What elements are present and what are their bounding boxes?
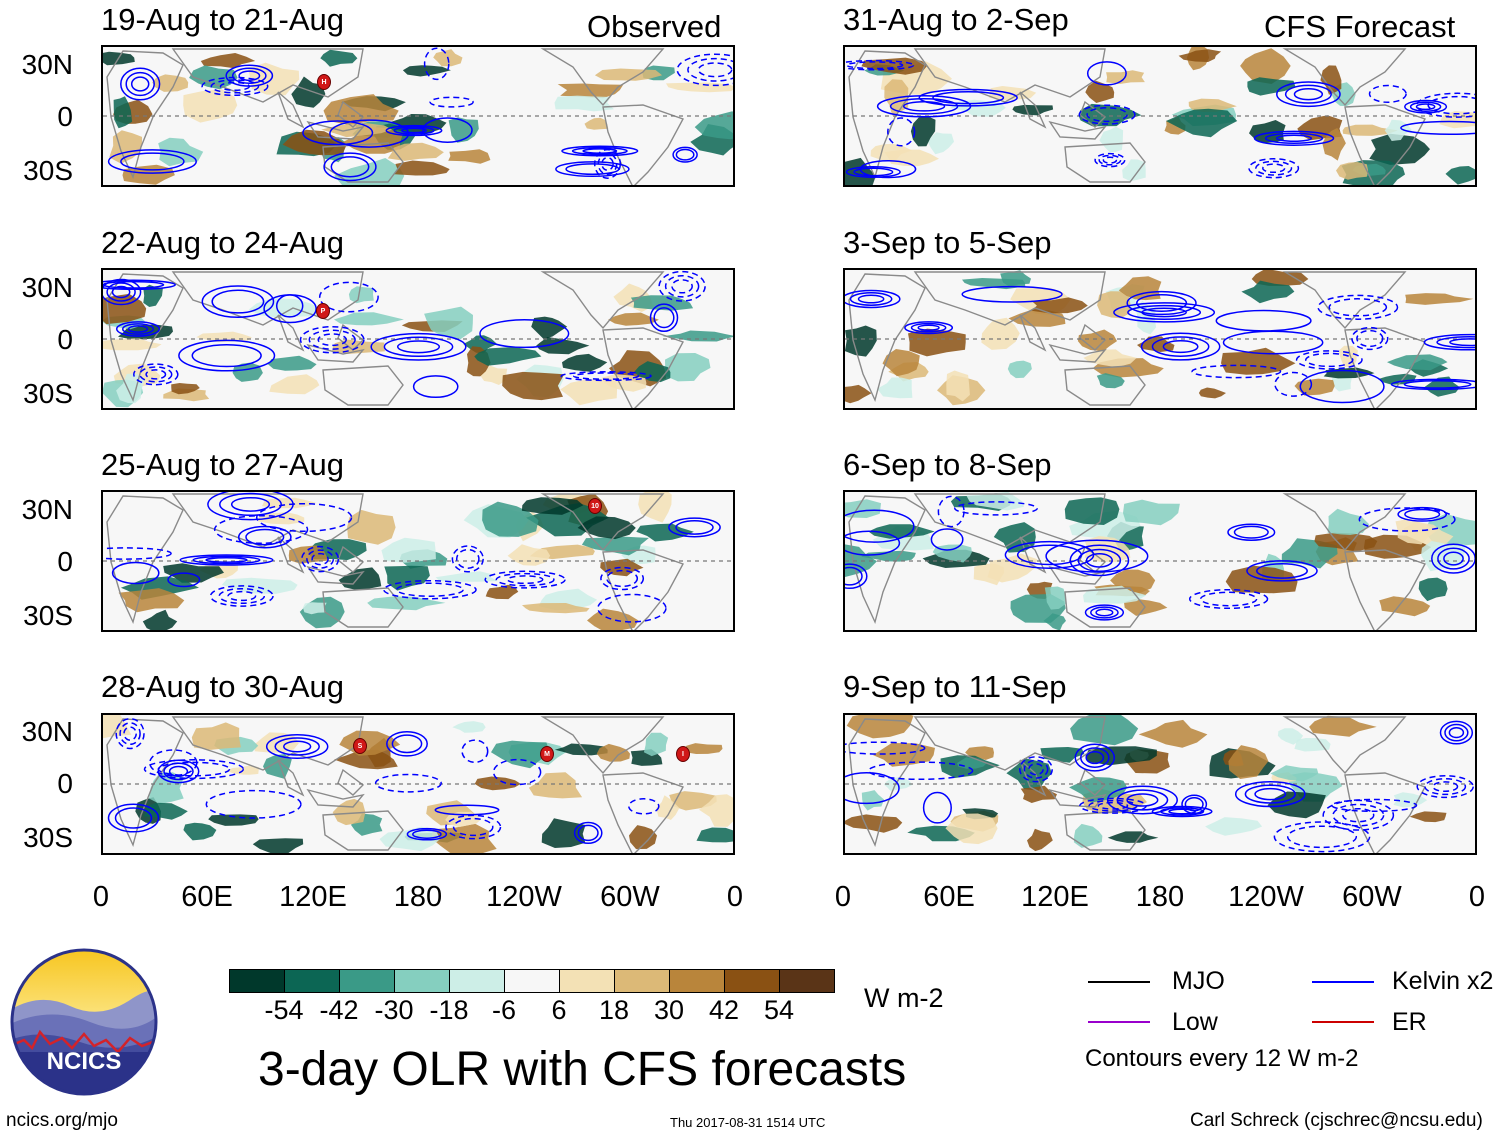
colorbar-label: 18	[598, 995, 630, 1025]
lat-label-0: 0	[57, 768, 73, 799]
olr-map	[103, 492, 733, 630]
forecast-panel-title: 3-Sep to 5-Sep	[843, 225, 1052, 260]
observed-map-panel	[101, 268, 735, 410]
colorbar-swatch	[559, 969, 615, 993]
footer-url[interactable]: ncics.org/mjo	[6, 1110, 118, 1131]
main-title: 3-day OLR with CFS forecasts	[258, 1043, 907, 1096]
observed-label: Observed	[587, 9, 722, 44]
storm-marker: 10	[588, 498, 602, 514]
logo-text: NCICS	[47, 1048, 122, 1075]
olr-map	[103, 715, 733, 853]
lat-label-0: 0	[57, 324, 73, 355]
legend-line-kelvin	[1312, 981, 1374, 983]
observed-panel-title: 22-Aug to 24-Aug	[101, 225, 345, 260]
lat-label-30s: 30S	[23, 378, 73, 409]
footer-timestamp: Thu 2017-08-31 1514 UTC	[670, 1115, 826, 1130]
colorbar-swatch	[339, 969, 395, 993]
olr-map	[103, 47, 733, 185]
lon-label: 60W	[1342, 881, 1402, 913]
olr-map	[103, 270, 733, 408]
storm-marker: P	[316, 303, 330, 319]
lon-label: 120W	[1228, 881, 1304, 913]
lon-label: 0	[726, 881, 744, 913]
legend-line-low	[1088, 1021, 1150, 1023]
observed-panel-title: 28-Aug to 30-Aug	[101, 669, 345, 704]
colorbar-units: W m-2	[864, 983, 944, 1013]
lon-label: 0	[92, 881, 110, 913]
storm-marker: I	[676, 746, 690, 762]
lon-label: 0	[834, 881, 852, 913]
colorbar-swatch	[449, 969, 505, 993]
colorbar-label: -30	[374, 995, 414, 1025]
forecast-map-panel	[843, 268, 1477, 410]
storm-marker: S	[353, 738, 367, 754]
colorbar-label: 54	[763, 995, 795, 1025]
legend-label-low: Low	[1172, 1008, 1218, 1036]
lat-label-30n: 30N	[21, 49, 73, 80]
colorbar-label: 42	[708, 995, 740, 1025]
colorbar-swatch	[394, 969, 450, 993]
lon-label: 120E	[1021, 881, 1089, 913]
lat-label-30n: 30N	[21, 272, 73, 303]
storm-marker: H	[317, 74, 331, 90]
legend-note: Contours every 12 W m-2	[1085, 1045, 1359, 1072]
legend-line-mjo	[1088, 981, 1150, 983]
forecast-map-panel	[843, 713, 1477, 855]
colorbar-label: 30	[653, 995, 685, 1025]
forecast-label: CFS Forecast	[1264, 9, 1456, 44]
lat-label-30n: 30N	[21, 494, 73, 525]
lat-label-30s: 30S	[23, 155, 73, 186]
colorbar-swatch	[779, 969, 835, 993]
legend-label-er: ER	[1392, 1008, 1427, 1036]
forecast-panel-title: 6-Sep to 8-Sep	[843, 447, 1052, 482]
olr-map	[845, 492, 1475, 630]
lon-label: 0	[1468, 881, 1486, 913]
colorbar-swatch	[504, 969, 560, 993]
lat-label-30s: 30S	[23, 600, 73, 631]
legend-line-er	[1312, 1021, 1374, 1023]
lon-label: 60W	[600, 881, 660, 913]
colorbar-label: -18	[429, 995, 469, 1025]
lat-label-30n: 30N	[21, 716, 73, 747]
forecast-map-panel	[843, 490, 1477, 632]
observed-map-panel	[101, 490, 735, 632]
colorbar-label: -6	[491, 995, 516, 1025]
olr-map	[845, 47, 1475, 185]
olr-map	[845, 715, 1475, 853]
colorbar-swatch	[229, 969, 285, 993]
lon-label: 60E	[923, 881, 975, 913]
lon-label: 180	[1135, 881, 1185, 913]
lon-label: 180	[393, 881, 443, 913]
storm-marker: M	[540, 746, 554, 762]
colorbar-swatch	[614, 969, 670, 993]
lon-label: 120E	[279, 881, 347, 913]
lon-label: 60E	[181, 881, 233, 913]
ncics-logo[interactable]: NCICS	[10, 948, 158, 1096]
legend-label-mjo: MJO	[1172, 967, 1225, 995]
colorbar-swatch	[284, 969, 340, 993]
forecast-panel-title: 9-Sep to 11-Sep	[843, 669, 1067, 704]
olr-map	[845, 270, 1475, 408]
lat-label-0: 0	[57, 546, 73, 577]
colorbar-label: 6	[551, 995, 567, 1025]
observed-panel-title: 25-Aug to 27-Aug	[101, 447, 345, 482]
logo-graphic: NCICS	[10, 948, 158, 1096]
observed-map-panel	[101, 45, 735, 187]
forecast-panel-title: 31-Aug to 2-Sep	[843, 2, 1069, 37]
colorbar-swatch	[669, 969, 725, 993]
observed-map-panel	[101, 713, 735, 855]
colorbar-swatch	[724, 969, 780, 993]
lon-label: 120W	[486, 881, 562, 913]
observed-panel-title: 19-Aug to 21-Aug	[101, 2, 345, 37]
legend-label-kelvin: Kelvin x2	[1392, 967, 1494, 995]
footer-credit: Carl Schreck (cjschrec@ncsu.edu)	[1190, 1110, 1483, 1131]
lat-label-0: 0	[57, 101, 73, 132]
forecast-map-panel	[843, 45, 1477, 187]
colorbar-label: -42	[319, 995, 359, 1025]
lat-label-30s: 30S	[23, 822, 73, 853]
colorbar-label: -54	[264, 995, 304, 1025]
